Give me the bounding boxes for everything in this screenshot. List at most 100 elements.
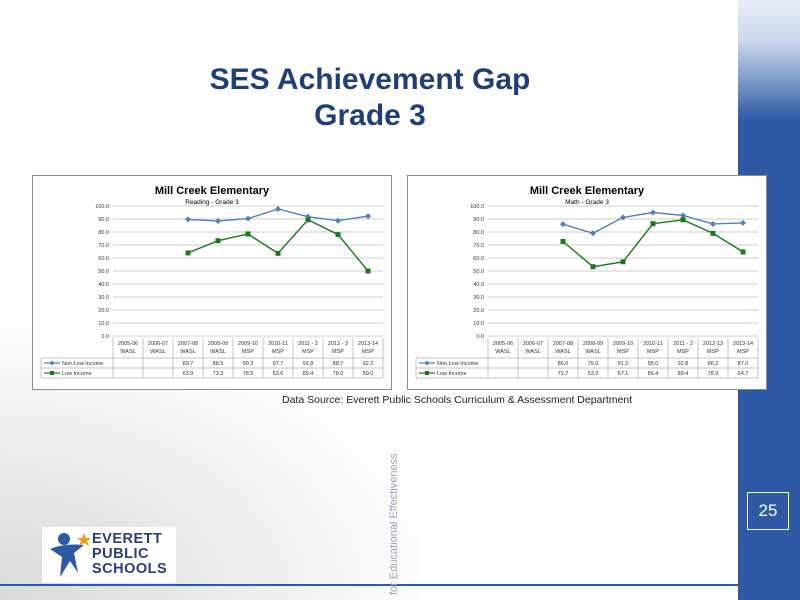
y-tick-label: 60.0 bbox=[98, 256, 109, 262]
logo-text: EVERETT PUBLIC SCHOOLS bbox=[92, 532, 167, 577]
data-point bbox=[305, 213, 311, 220]
vertical-caption: for Educational Effectiveness bbox=[380, 420, 400, 600]
table-value: 95.0 bbox=[648, 361, 659, 367]
x-tick-sublabel: MSP bbox=[647, 349, 659, 355]
math-chart-panel: Mill Creek Elementary Math - Grade 3 0.0 10… bbox=[407, 175, 767, 390]
data-point bbox=[185, 250, 191, 256]
legend-key-marker bbox=[424, 360, 430, 366]
x-tick-sublabel: WASL bbox=[120, 349, 135, 355]
data-point bbox=[245, 231, 251, 237]
x-tick-label: 2005-06 bbox=[493, 341, 513, 347]
x-tick-sublabel: WASL bbox=[150, 349, 165, 355]
table-value: 97.7 bbox=[273, 361, 284, 367]
data-point bbox=[620, 214, 626, 221]
x-tick-sublabel: MSP bbox=[617, 349, 629, 355]
math-chart: Mill Creek Elementary Math - Grade 3 0.0 10… bbox=[415, 185, 759, 379]
data-point bbox=[590, 230, 596, 237]
legend-label: Non Low Income bbox=[437, 361, 478, 367]
table-value: 86.0 bbox=[558, 361, 569, 367]
y-tick-label: 10.0 bbox=[98, 321, 109, 327]
x-tick-label: 2007-08 bbox=[553, 341, 573, 347]
y-tick-label: 70.0 bbox=[98, 243, 109, 249]
data-point bbox=[275, 205, 281, 212]
table-value: 89.4 bbox=[303, 371, 314, 377]
y-tick-label: 70.0 bbox=[473, 243, 484, 249]
y-tick-label: 20.0 bbox=[98, 308, 109, 314]
data-point bbox=[215, 217, 221, 224]
x-tick-sublabel: WASL bbox=[585, 349, 600, 355]
y-tick-label: 100.0 bbox=[470, 204, 484, 210]
table-value: 78.5 bbox=[243, 371, 254, 377]
table-value: 87.0 bbox=[738, 361, 749, 367]
legend-label: Low Income bbox=[437, 371, 467, 377]
right-accent-bar-highlight bbox=[738, 0, 800, 120]
y-tick-label: 80.0 bbox=[473, 230, 484, 236]
table-value: 53.3 bbox=[588, 371, 599, 377]
logo-line-1: EVERETT bbox=[92, 531, 163, 547]
table-value: 78.0 bbox=[333, 371, 344, 377]
x-tick-sublabel: WASL bbox=[555, 349, 570, 355]
data-point bbox=[335, 217, 341, 224]
legend-label: Low Income bbox=[62, 371, 92, 377]
table-value: 72.7 bbox=[558, 371, 569, 377]
y-tick-label: 90.0 bbox=[473, 217, 484, 223]
x-tick-sublabel: MSP bbox=[272, 349, 284, 355]
legend-key-marker bbox=[50, 371, 54, 375]
logo-line-2: PUBLIC bbox=[92, 546, 149, 562]
x-tick-sublabel: MSP bbox=[302, 349, 314, 355]
series-line bbox=[187, 218, 369, 272]
table-value: 50.0 bbox=[363, 371, 374, 377]
x-tick-sublabel: WASL bbox=[495, 349, 510, 355]
table-value: 79.0 bbox=[588, 361, 599, 367]
table-value: 89.4 bbox=[678, 371, 689, 377]
chart-title: Mill Creek Elementary bbox=[530, 185, 645, 197]
table-value: 91.8 bbox=[303, 361, 314, 367]
x-tick-label: 2011 - 2 bbox=[673, 341, 693, 347]
y-tick-label: 100.0 bbox=[95, 204, 109, 210]
bottom-rule bbox=[0, 584, 738, 586]
x-tick-label: 2006-07 bbox=[523, 341, 543, 347]
y-tick-label: 10.0 bbox=[473, 321, 484, 327]
data-point bbox=[560, 238, 566, 244]
x-tick-label: 2011 - 2 bbox=[298, 341, 318, 347]
x-tick-sublabel: WASL bbox=[525, 349, 540, 355]
x-tick-sublabel: MSP bbox=[737, 349, 749, 355]
reading-chart-panel: Mill Creek Elementary Reading - Grade 3 0.… bbox=[32, 175, 392, 390]
data-point bbox=[710, 220, 716, 227]
x-tick-label: 2006-07 bbox=[148, 341, 168, 347]
table-value: 73.3 bbox=[213, 371, 224, 377]
slide-title: SES Achievement Gap Grade 3 bbox=[120, 62, 620, 134]
title-line-2: Grade 3 bbox=[314, 99, 426, 132]
table-value: 90.3 bbox=[243, 361, 254, 367]
x-tick-label: 2008-09 bbox=[208, 341, 228, 347]
y-tick-label: 40.0 bbox=[473, 282, 484, 288]
chart-title: Mill Creek Elementary bbox=[155, 185, 270, 197]
x-tick-label: 2013-14 bbox=[733, 341, 753, 347]
y-tick-label: 0.0 bbox=[476, 334, 484, 340]
data-point bbox=[305, 217, 311, 223]
logo-line-3: SCHOOLS bbox=[92, 561, 168, 577]
table-value: 63.9 bbox=[183, 371, 194, 377]
data-source-note: Data Source: Everett Public Schools Curr… bbox=[282, 394, 633, 406]
data-point bbox=[740, 249, 746, 255]
table-value: 91.2 bbox=[618, 361, 629, 367]
y-tick-label: 80.0 bbox=[98, 230, 109, 236]
page-number: 25 bbox=[747, 492, 789, 530]
data-point bbox=[365, 268, 371, 274]
logo-figure-icon bbox=[50, 533, 91, 577]
data-point bbox=[215, 238, 221, 244]
x-tick-label: 2009-10 bbox=[238, 341, 258, 347]
table-value: 78.9 bbox=[708, 371, 719, 377]
x-tick-sublabel: WASL bbox=[180, 349, 195, 355]
data-point bbox=[365, 213, 371, 220]
data-point bbox=[335, 232, 341, 238]
data-point bbox=[620, 259, 626, 265]
x-tick-sublabel: MSP bbox=[677, 349, 689, 355]
y-tick-label: 50.0 bbox=[98, 269, 109, 275]
y-tick-label: 20.0 bbox=[473, 308, 484, 314]
x-tick-label: 2012-13 bbox=[703, 341, 723, 347]
data-point bbox=[710, 230, 716, 236]
data-point bbox=[740, 219, 746, 226]
y-tick-label: 0.0 bbox=[101, 334, 109, 340]
x-tick-sublabel: MSP bbox=[332, 349, 344, 355]
